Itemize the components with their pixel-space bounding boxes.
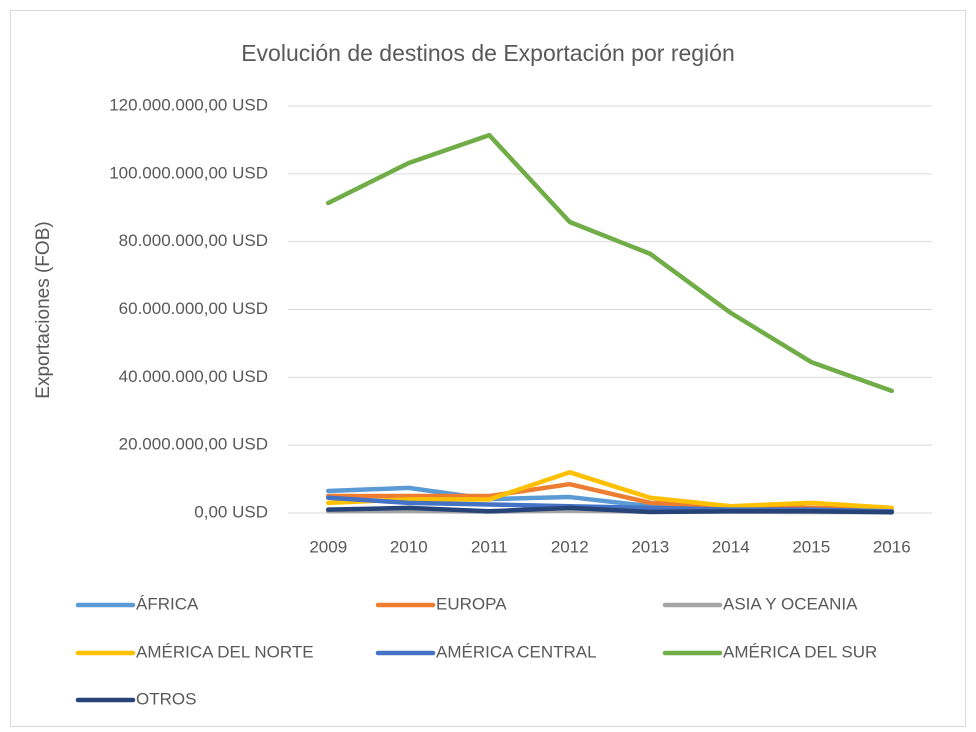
x-tick-label: 2016 [873,537,911,556]
chart-title: Evolución de destinos de Exportación por… [241,40,735,66]
legend-label: OTROS [136,689,196,708]
y-tick-label: 100.000.000,00 USD [109,163,268,182]
x-tick-label: 2011 [471,537,508,556]
x-tick-label: 2009 [309,537,347,556]
x-tick-label: 2014 [712,537,750,556]
y-tick-label: 0,00 USD [194,502,268,521]
y-tick-label: 120.000.000,00 USD [109,95,268,114]
series-line [326,132,894,394]
legend-label: ASIA Y OCEANIA [723,594,858,613]
chart-frame [10,10,966,727]
legend-label: AMÉRICA CENTRAL [436,642,597,661]
legend-label: EUROPA [436,594,507,613]
series-line [326,470,894,511]
y-axis-label: Exportaciones (FOB) [33,221,54,398]
y-tick-label: 60.000.000,00 USD [119,299,268,318]
x-tick-label: 2010 [390,537,428,556]
legend-label: AMÉRICA DEL NORTE [136,642,314,661]
x-tick-label: 2013 [631,537,669,556]
y-tick-label: 20.000.000,00 USD [119,435,268,454]
y-tick-label: 80.000.000,00 USD [119,231,268,250]
y-tick-label: 40.000.000,00 USD [119,367,268,386]
series-line [326,505,894,515]
legend-label: AMÉRICA DEL SUR [723,642,877,661]
x-tick-label: 2012 [551,537,589,556]
legend-label: ÁFRICA [136,594,199,613]
x-tick-label: 2015 [792,537,830,556]
